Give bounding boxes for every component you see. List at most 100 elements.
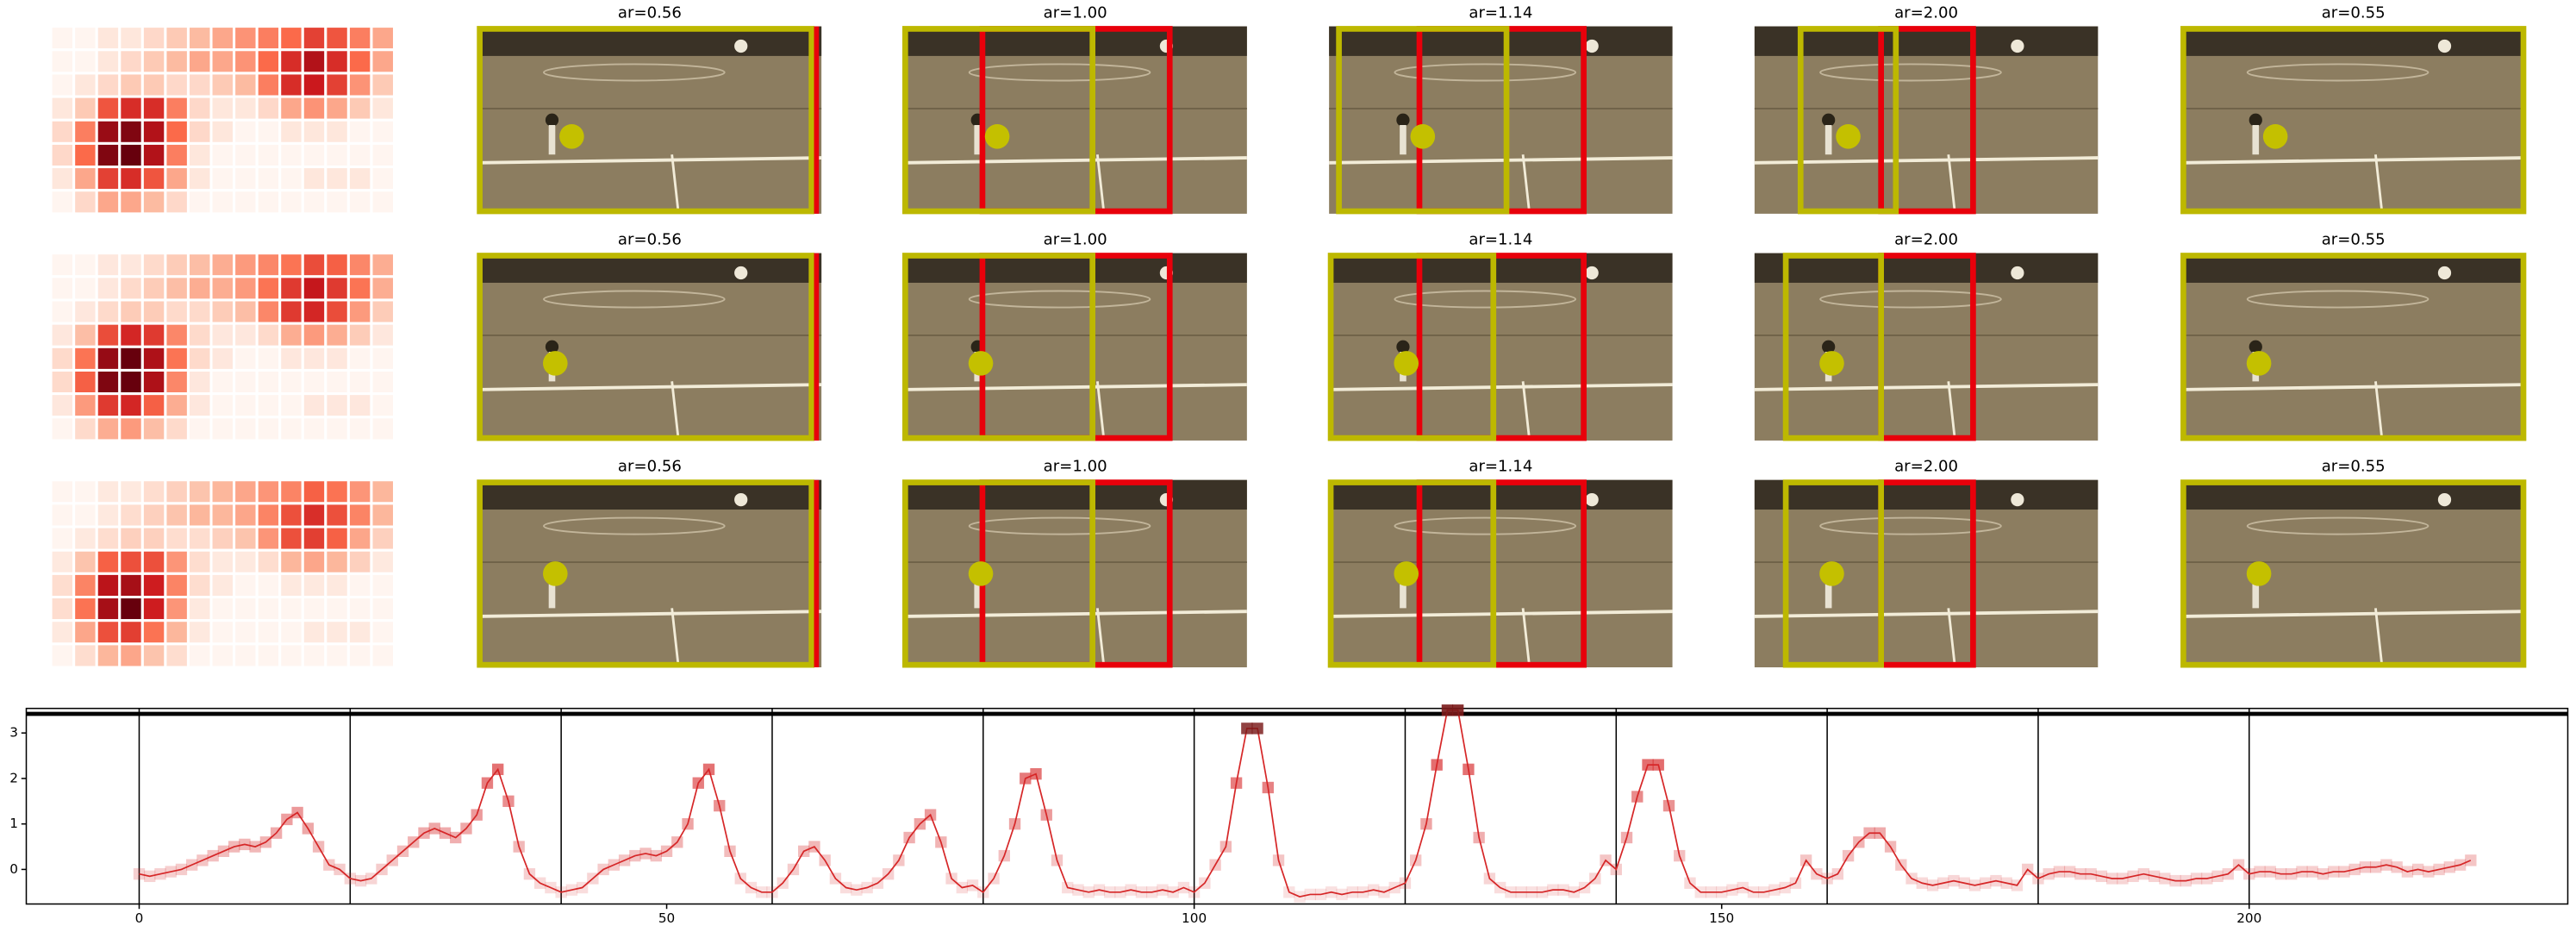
heatmap-cell [278,118,304,145]
heatmap-cell [346,416,373,442]
heatmap-cell [278,25,304,52]
heatmap-cell [186,25,213,52]
heatmap-cell [346,322,373,348]
data-marker [354,874,367,887]
heatmap-cell [301,298,327,325]
data-marker [2411,863,2424,876]
heatmap-cell [209,502,236,529]
data-marker [1525,886,1538,898]
data-marker [1135,886,1148,898]
data-marker [1716,886,1728,898]
data-marker [1811,868,1823,880]
data-marker [1958,877,1970,889]
heatmap-cell [255,572,282,599]
court-logo [1819,516,2002,535]
heatmap-cell [186,548,213,575]
data-marker [1336,888,1348,901]
heatmap-cell [255,416,282,442]
data-marker [692,777,704,789]
data-marker [2095,870,2108,883]
heatmap-cell [72,479,98,505]
heatmap-cell [233,166,259,192]
heatmap-cell [118,548,144,575]
y-tick-label: 1 [9,816,18,831]
heatmap-cell [209,368,236,396]
heatmap-cell [72,298,98,325]
data-marker [2201,873,2213,885]
data-marker [1631,791,1644,803]
data-marker [334,863,346,876]
heatmap-cell [49,298,76,325]
heatmap-cell [233,189,259,216]
heatmap-cell [49,619,76,646]
heatmap-cell [233,95,259,122]
data-marker [2127,870,2139,883]
court-line [1521,154,1531,215]
heatmap-cell [370,25,396,52]
heatmap-cell [95,548,122,575]
data-marker [1737,881,1749,894]
panel-title: ar=0.55 [2322,3,2386,22]
heatmap-cell [370,642,396,669]
data-marker [1177,881,1190,894]
data-marker [1789,877,1802,889]
data-marker [819,854,831,866]
heatmap-cell [233,642,259,669]
heatmap-cell [186,368,213,396]
heatmap-cell [49,25,76,52]
data-marker [2053,866,2066,878]
heatmap-cell [255,189,282,216]
heatmap-cell [186,118,213,145]
heatmap-cell [301,189,327,216]
data-marker [1399,877,1412,889]
heatmap-cell [118,275,144,302]
heatmap-cell [49,322,76,348]
heatmap-cell [186,502,213,529]
heatmap-cell [118,392,144,419]
data-marker [629,849,641,862]
data-marker [682,817,694,830]
heatmap-cell [49,642,76,669]
court-net [2181,383,2525,391]
heatmap-cell [324,252,350,278]
data-marker [2117,873,2129,885]
data-marker [2254,866,2266,878]
data-marker [1853,836,1865,848]
heatmap-cell [49,252,76,278]
heatmap-cell [278,416,304,442]
heatmap-cell [186,141,213,169]
player [2437,492,2452,507]
data-marker [1620,831,1633,844]
heatmap-cell [278,595,304,622]
heatmap-cell [209,189,236,216]
heatmap-cell [164,502,190,529]
data-marker [1157,884,1169,896]
heatmap-cell [118,141,144,169]
data-marker [1610,863,1622,876]
court-net [477,383,822,391]
heatmap-cell [301,525,327,552]
heatmap-cell [370,141,396,169]
court-logo [1394,516,1577,535]
data-marker [1219,841,1232,853]
heatmap-cell [278,48,304,75]
heatmap-cell [164,166,190,192]
heatmap-cell [370,322,396,348]
photo-panel [1327,253,1673,441]
heatmap-cell [324,502,350,529]
court-line [1521,608,1531,668]
heatmap-cell [95,166,122,192]
heatmap-cell [118,118,144,145]
heatmap-cell [164,392,190,419]
court-line [1947,381,1956,441]
player [1396,340,1410,353]
data-marker [660,845,673,857]
heatmap-cell [49,479,76,505]
data-marker [1747,886,1760,898]
court-net [903,156,1247,165]
data-marker [1020,772,1032,785]
focus-point [1836,124,1861,149]
data-marker [787,863,800,876]
data-marker [523,868,536,880]
